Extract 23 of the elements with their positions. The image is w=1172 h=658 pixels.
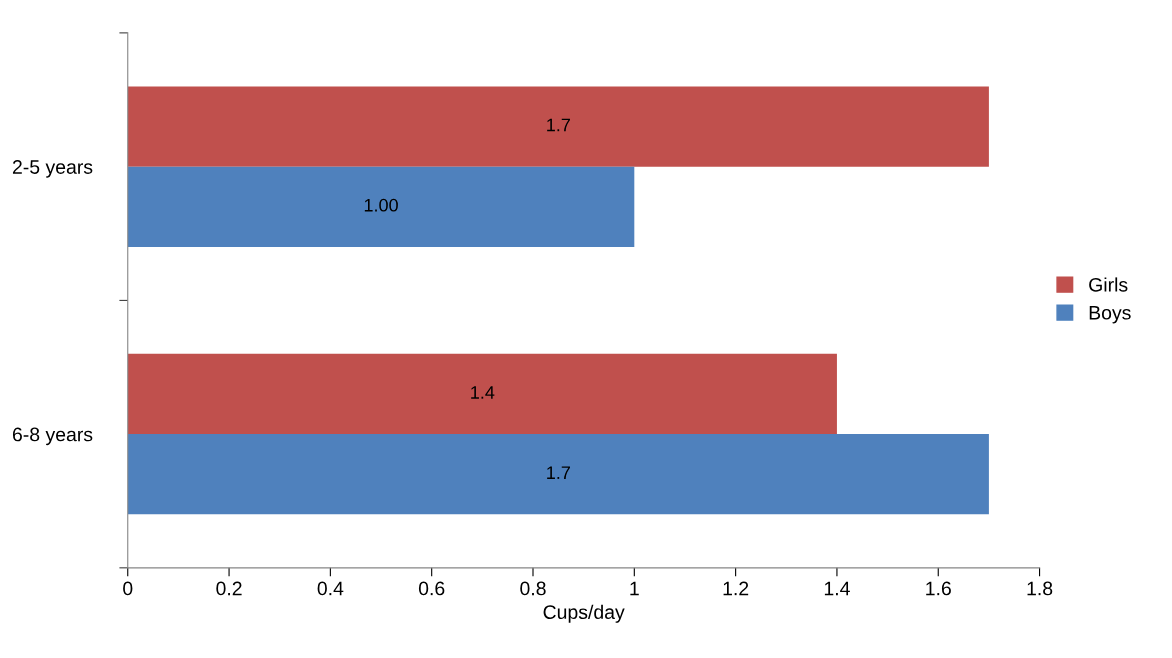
legend-label: Girls xyxy=(1089,277,1128,292)
x-tick-label: 1.6 xyxy=(926,581,951,596)
bar xyxy=(127,86,989,167)
data-label: 1.00 xyxy=(364,198,398,212)
x-tick-label: 1.2 xyxy=(723,581,749,596)
x-tick-label: 0.2 xyxy=(216,581,242,596)
x-axis-title: Cups/day xyxy=(543,604,625,623)
bar xyxy=(127,434,989,515)
x-tick-label: 0 xyxy=(123,581,133,596)
x-tick-label: 0.6 xyxy=(418,581,445,596)
x-tick-label: 0.8 xyxy=(520,581,546,596)
x-tick-label: 0.4 xyxy=(317,581,344,596)
legend-label: Boys xyxy=(1089,306,1131,324)
x-tick-label: 1.4 xyxy=(824,581,850,596)
y-tick-label: 6-8 years xyxy=(12,427,93,446)
y-tick-label: 2-5 years xyxy=(12,160,93,178)
bar xyxy=(127,166,635,247)
bar xyxy=(127,353,837,435)
x-tick-label: 1 xyxy=(630,581,639,596)
data-label: 1.7 xyxy=(547,466,570,479)
x-tick-label: 1.8 xyxy=(1027,581,1053,596)
data-label: 1.7 xyxy=(547,118,570,132)
data-label: 1.4 xyxy=(471,386,495,399)
